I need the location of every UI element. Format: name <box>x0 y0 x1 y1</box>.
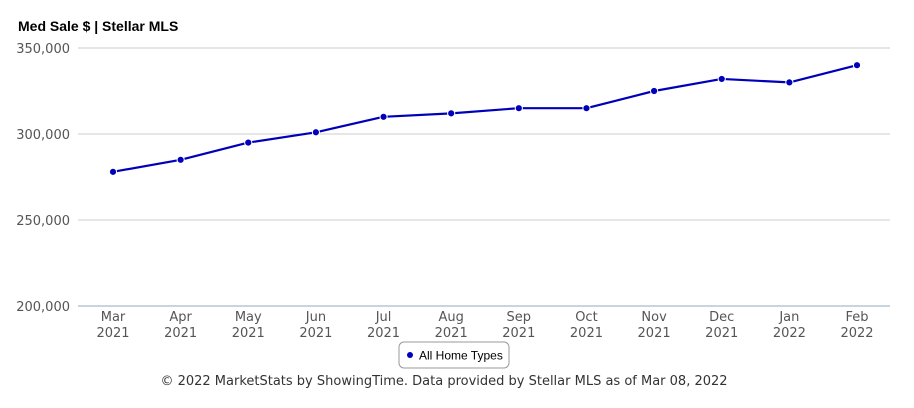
x-tick-label-month: Oct <box>575 310 597 325</box>
data-point[interactable] <box>311 128 321 137</box>
data-point[interactable] <box>244 138 253 147</box>
data-point[interactable] <box>379 112 388 121</box>
x-tick-label-year: 2021 <box>638 326 671 341</box>
data-point[interactable] <box>852 61 862 70</box>
legend-marker <box>407 352 413 358</box>
x-tick-label-month: Nov <box>641 310 667 325</box>
data-point[interactable] <box>514 104 523 113</box>
y-tick-label: 300,000 <box>16 128 70 143</box>
footer-credit: © 2022 MarketStats by ShowingTime. Data … <box>160 374 727 389</box>
data-point[interactable] <box>785 78 794 87</box>
x-axis: Mar2021Apr2021May2021Jun2021Jul2021Aug20… <box>96 310 873 341</box>
x-tick-label-year: 2021 <box>164 326 197 341</box>
grid <box>78 47 890 307</box>
data-point[interactable] <box>649 86 659 96</box>
x-tick-label-year: 2022 <box>840 326 873 341</box>
x-tick-label-year: 2022 <box>773 326 806 341</box>
x-tick-label-year: 2021 <box>705 326 738 341</box>
x-tick-label-month: Sep <box>507 310 532 325</box>
data-point[interactable] <box>447 109 456 118</box>
y-tick-label: 350,000 <box>16 42 70 57</box>
y-axis: 200,000 250,000 300,000 350,000 <box>16 42 70 315</box>
x-tick-label-year: 2021 <box>232 326 265 341</box>
y-tick-label: 200,000 <box>16 300 70 315</box>
x-tick-label-year: 2021 <box>502 326 535 341</box>
x-tick-label-month: Jan <box>778 310 799 325</box>
chart-title: Med Sale $ | Stellar MLS <box>18 18 178 34</box>
data-point[interactable] <box>176 155 185 164</box>
legend-box <box>398 341 510 369</box>
legend[interactable]: All Home Types <box>398 341 510 369</box>
x-tick-label-month: Apr <box>169 310 192 325</box>
data-point[interactable] <box>717 74 726 84</box>
x-tick-label-year: 2021 <box>367 326 400 341</box>
y-tick-label: 250,000 <box>16 214 70 229</box>
x-tick-label-month: Aug <box>438 310 463 325</box>
x-tick-label-month: May <box>235 310 262 325</box>
data-point[interactable] <box>108 167 118 176</box>
x-tick-label-year: 2021 <box>570 326 603 341</box>
legend-label: All Home Types <box>419 349 503 363</box>
x-tick-label-year: 2021 <box>96 326 129 341</box>
data-point[interactable] <box>582 104 591 113</box>
x-tick-label-month: Jun <box>305 310 326 325</box>
x-tick-label-month: Feb <box>845 310 868 325</box>
x-tick-label-month: Dec <box>709 310 734 325</box>
x-tick-label-month: Jul <box>375 310 392 325</box>
series-line <box>112 64 858 173</box>
series-all-home-types <box>108 61 862 176</box>
x-tick-label-year: 2021 <box>435 326 468 341</box>
x-tick-label-year: 2021 <box>299 326 332 341</box>
x-tick-label-month: Mar <box>101 310 126 325</box>
